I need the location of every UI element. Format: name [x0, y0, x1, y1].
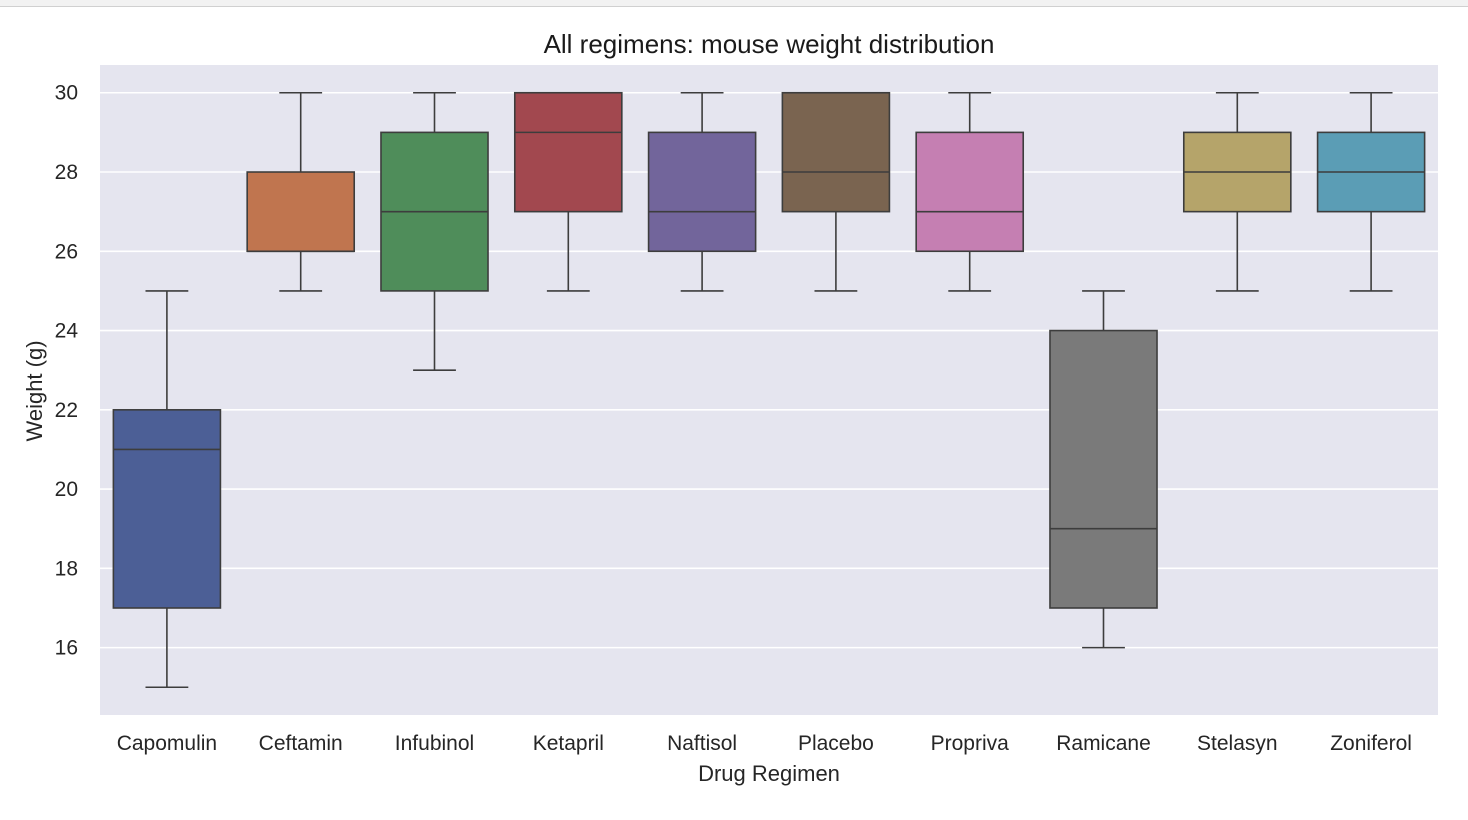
x-tick-label-propriva: Propriva [931, 732, 1010, 755]
x-tick-label-ceftamin: Ceftamin [259, 732, 343, 755]
box-infubinol [380, 91, 489, 371]
y-tick-label-18: 18 [55, 557, 78, 580]
x-tick-labels: Capomulin Ceftamin Infubinol Ketapril Naftis… [117, 732, 1412, 755]
x-tick-label-naftisol: Naftisol [667, 732, 737, 755]
x-axis-title: Drug Regimen [698, 761, 840, 786]
chart-title: All regimens: mouse weight distribution [544, 29, 995, 59]
iqr-box-ramicane [1049, 329, 1158, 609]
x-tick-label-placebo: Placebo [798, 732, 874, 755]
y-tick-label-26: 26 [55, 240, 78, 263]
x-tick-label-ramicane: Ramicane [1056, 732, 1151, 755]
box-naftisol [647, 91, 757, 292]
box-ramicane [1049, 290, 1158, 649]
y-tick-label-16: 16 [55, 637, 78, 660]
y-tick-labels: 16 18 20 22 24 26 28 30 [55, 82, 79, 660]
window-top-strip [0, 0, 1468, 7]
x-tick-label-stelasyn: Stelasyn [1197, 732, 1278, 755]
box-zoniferol [1316, 91, 1426, 292]
boxes [112, 91, 1426, 689]
box-placebo [781, 91, 891, 292]
y-tick-label-24: 24 [55, 320, 79, 343]
x-tick-label-infubinol: Infubinol [395, 732, 474, 755]
y-tick-label-28: 28 [55, 161, 78, 184]
y-tick-label-30: 30 [55, 82, 78, 105]
iqr-box-propriva [915, 131, 1025, 253]
iqr-box-ceftamin [246, 171, 356, 253]
x-tick-label-capomulin: Capomulin [117, 732, 217, 755]
y-axis-title: Weight (g) [22, 340, 47, 441]
iqr-box-naftisol [647, 131, 757, 253]
y-tick-label-22: 22 [55, 399, 78, 422]
box-capomulin [112, 290, 222, 689]
x-tick-label-ketapril: Ketapril [533, 732, 604, 755]
y-tick-label-20: 20 [55, 478, 78, 501]
box-propriva [915, 91, 1025, 292]
x-tick-label-zoniferol: Zoniferol [1330, 732, 1412, 755]
box-stelasyn [1182, 91, 1292, 292]
box-ketapril [513, 91, 623, 292]
iqr-box-placebo [781, 91, 891, 213]
box-ceftamin [246, 91, 356, 292]
iqr-box-capomulin [112, 409, 222, 609]
iqr-box-ketapril [513, 91, 623, 213]
